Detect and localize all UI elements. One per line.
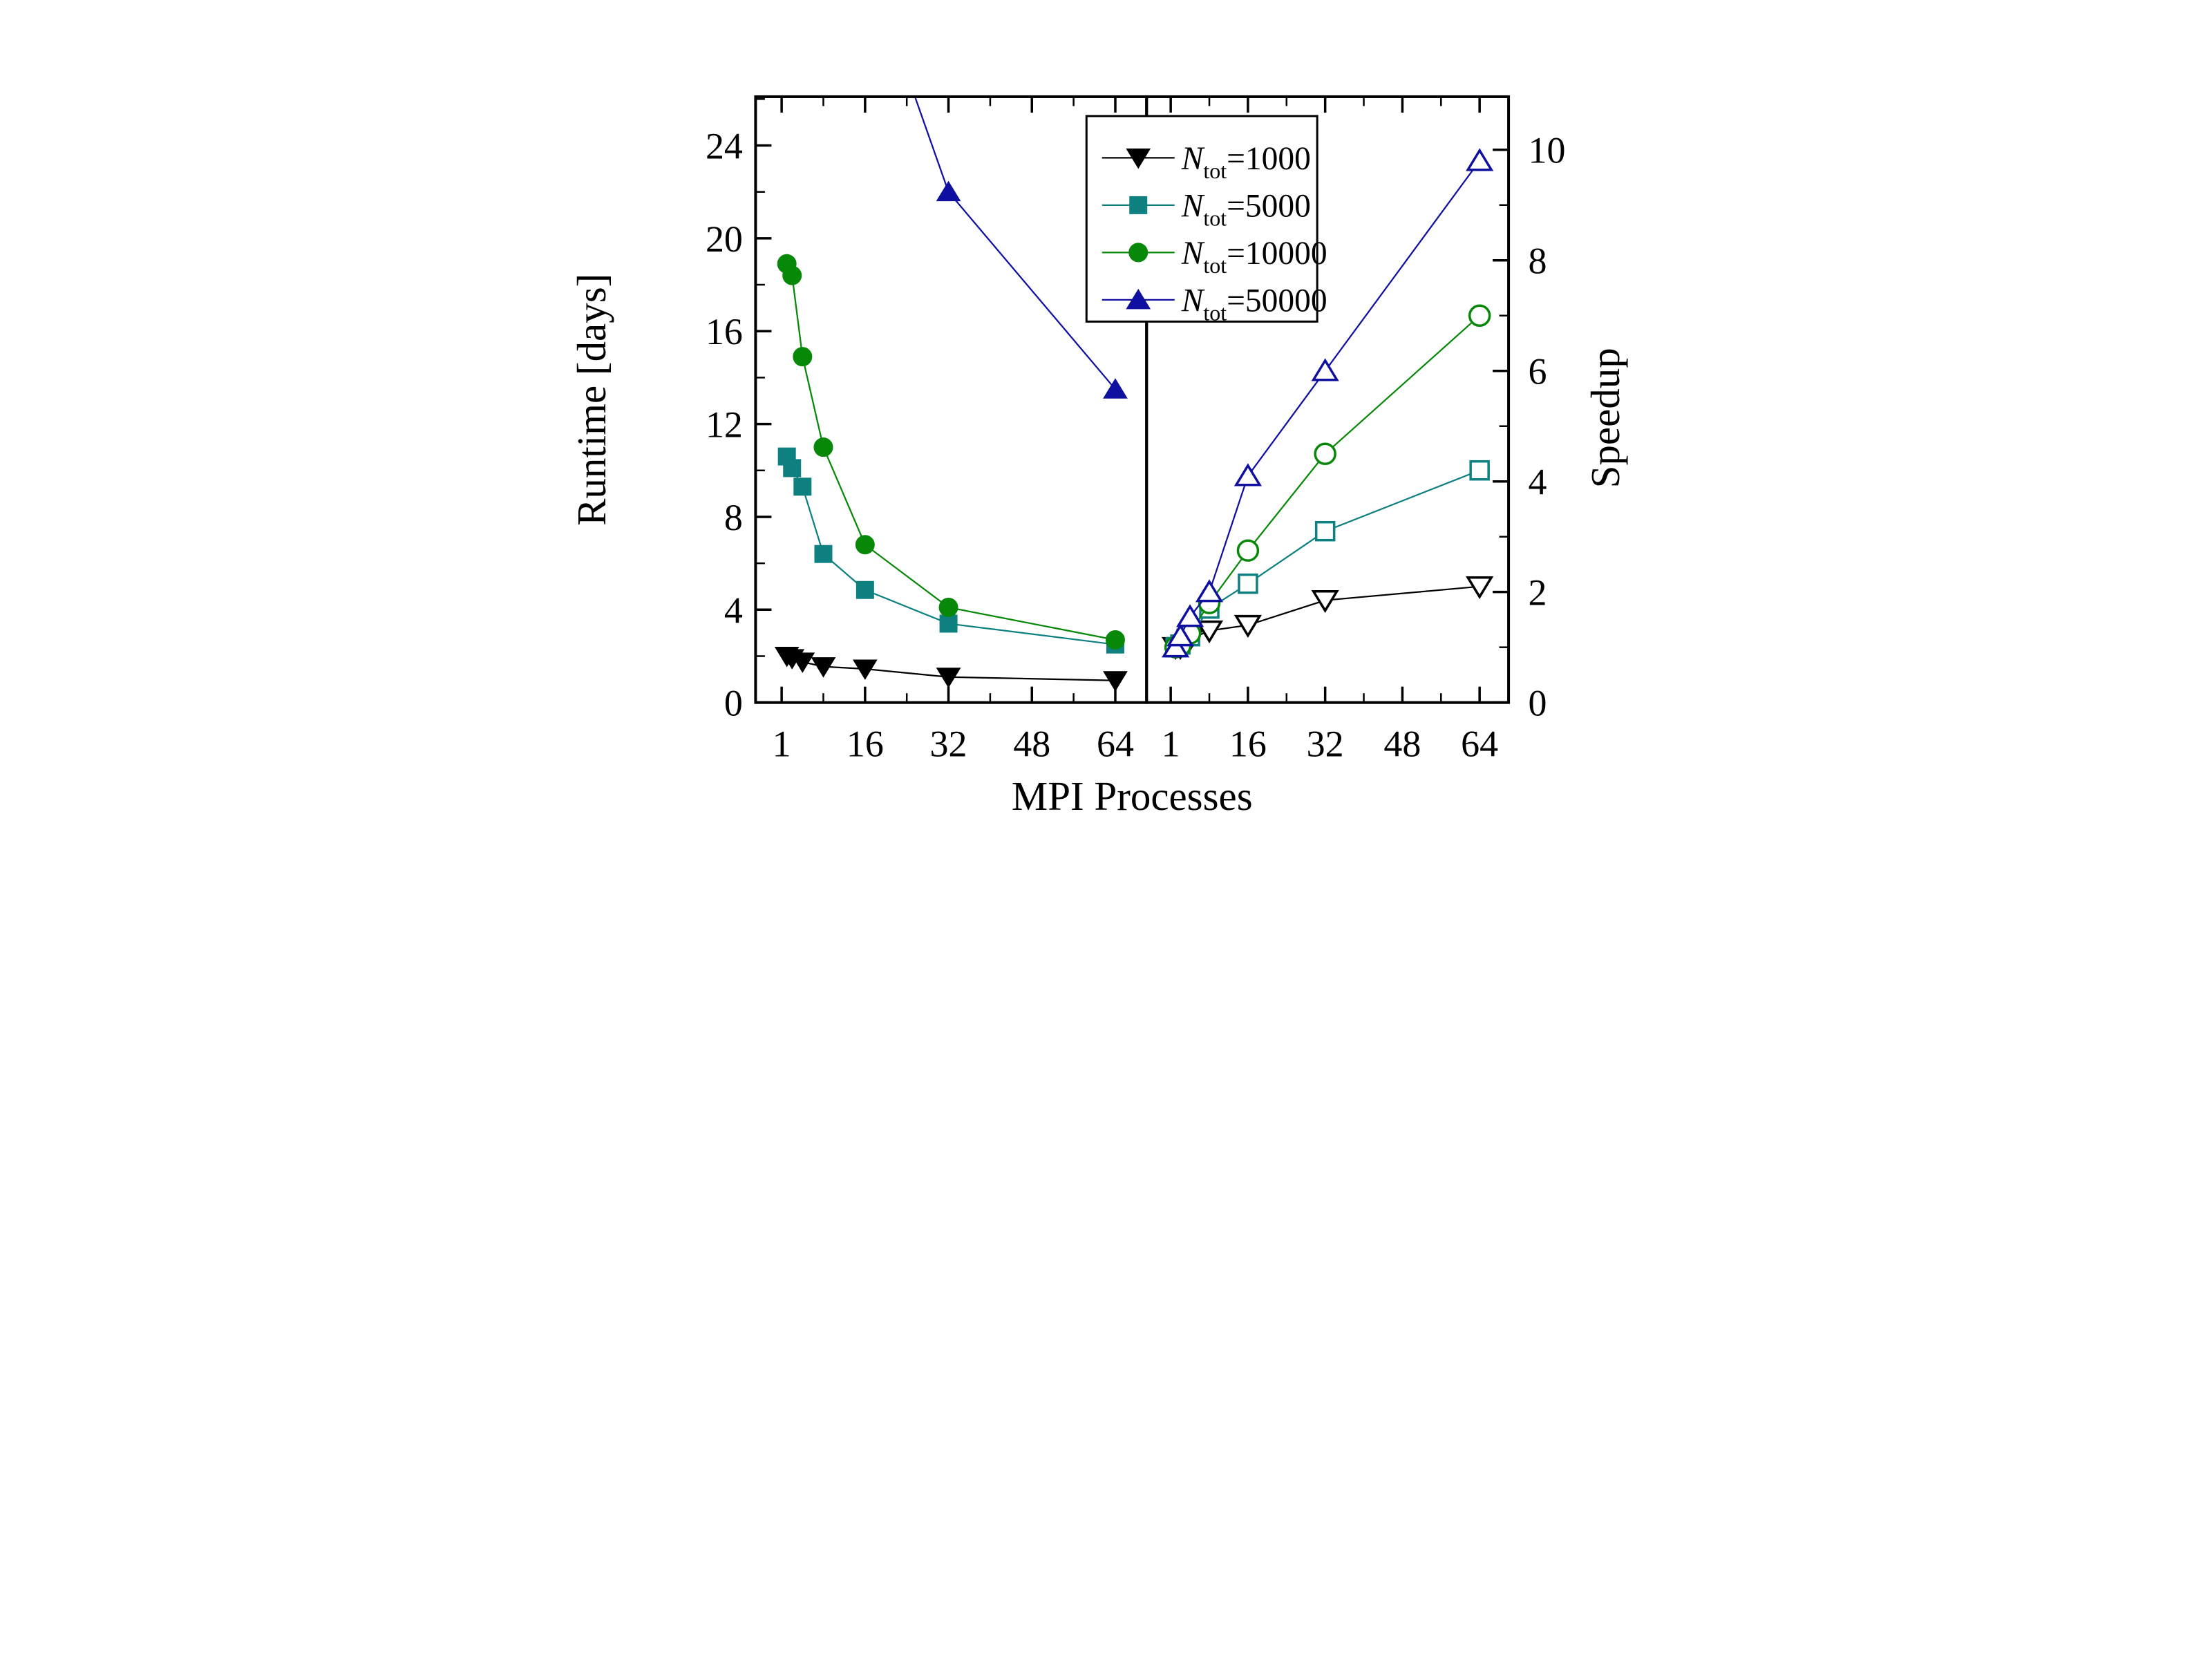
marker-triangle-down-Ntot=1000: [1102, 671, 1128, 692]
marker-triangle-up-Ntot=50000: [1102, 378, 1128, 399]
marker-circle-Ntot=10000: [1236, 539, 1259, 562]
marker-square-Ntot=5000: [856, 580, 874, 599]
legend-label=5000: Ntot=5000: [1180, 188, 1310, 230]
marker-circle-Ntot=10000: [855, 535, 875, 555]
y-tick-label-runtime-12: 12: [705, 404, 742, 446]
marker-triangle-down-Ntot=1000: [1233, 614, 1262, 639]
marker-triangle-up-Ntot=50000: [1311, 358, 1339, 381]
marker-square-Ntot=5000: [813, 545, 832, 563]
marker-square-Ntot=5000: [1237, 573, 1258, 594]
y-tick-label-runtime-4: 4: [724, 589, 742, 631]
x-tick-label-right-48: 48: [1383, 724, 1421, 765]
legend-marker-circle: [1128, 243, 1148, 263]
right-panel-frame: [1144, 95, 1510, 704]
marker-triangle-down-Ntot=1000: [852, 659, 878, 680]
marker-triangle-up-Ntot=50000: [1161, 634, 1189, 658]
marker-triangle-up-Ntot=50000: [1233, 463, 1262, 486]
marker-circle-Ntot=10000: [1105, 630, 1125, 650]
x-tick-label-left-64: 64: [1096, 724, 1133, 765]
marker-circle-Ntot=10000: [1468, 304, 1491, 327]
marker-triangle-up-Ntot=50000: [936, 180, 961, 202]
x-tick-label-left-32: 32: [929, 724, 967, 765]
marker-circle-Ntot=10000: [792, 347, 812, 367]
marker-circle-Ntot=10000: [813, 437, 833, 457]
legend-label=1000: Ntot=1000: [1180, 141, 1310, 183]
x-tick-label-left-48: 48: [1013, 724, 1050, 765]
dual-panel-chart: 1 1 16 16 32 32 48 48 64 64 0 4 8 12 16 20 24 0 2 4 6 8 10 Runt…: [553, 0, 1659, 832]
x-tick-label-right-16: 16: [1229, 724, 1266, 765]
marker-square-Ntot=5000: [1314, 520, 1335, 542]
marker-triangle-down-Ntot=1000: [1311, 589, 1339, 614]
y-axis-title-speedup: Speedup: [1582, 348, 1628, 488]
marker-triangle-down-Ntot=1000: [811, 657, 835, 678]
marker-square-Ntot=5000: [1468, 460, 1490, 481]
x-tick-label-left-16: 16: [846, 724, 883, 765]
y-tick-label-runtime-20: 20: [705, 218, 742, 260]
x-tick-label-right-64: 64: [1461, 724, 1498, 765]
y-tick-label-speedup-4: 4: [1528, 462, 1547, 503]
marker-circle-Ntot=10000: [1313, 442, 1336, 465]
marker-triangle-up-Ntot=50000: [1175, 604, 1204, 627]
legend-label=50000: Ntot=50000: [1180, 283, 1327, 325]
y-tick-label-speedup-0: 0: [1528, 683, 1547, 724]
x-tick-label-left-1: 1: [772, 724, 791, 765]
x-axis-title: MPI Processes: [1011, 773, 1252, 819]
marker-triangle-up-Ntot=50000: [1195, 579, 1223, 603]
marker-square-Ntot=5000: [793, 478, 811, 496]
legend-marker-triangle-up: [1125, 288, 1151, 310]
y-tick-label-speedup-2: 2: [1528, 572, 1547, 614]
y-tick-label-runtime-24: 24: [705, 125, 742, 167]
marker-circle-Ntot=10000: [938, 597, 958, 617]
speedup-panel-series: [1161, 148, 1493, 661]
y-tick-label-speedup-6: 6: [1528, 351, 1547, 393]
legend-marker-square: [1128, 196, 1147, 214]
legend-marker-triangle-down: [1125, 148, 1151, 169]
y-tick-label-runtime-8: 8: [724, 497, 742, 538]
y-tick-label-speedup-8: 8: [1528, 240, 1547, 282]
y-tick-label-runtime-0: 0: [724, 683, 742, 724]
x-tick-label-right-1: 1: [1161, 724, 1180, 765]
legend-label=10000: Ntot=10000: [1180, 236, 1327, 278]
marker-triangle-down-Ntot=1000: [789, 652, 815, 673]
x-tick-label-right-32: 32: [1306, 724, 1343, 765]
y-tick-label-speedup-10: 10: [1528, 130, 1565, 171]
marker-triangle-down-Ntot=1000: [1465, 576, 1493, 600]
marker-triangle-up-Ntot=50000: [1465, 148, 1493, 171]
legend-box: [1085, 115, 1318, 323]
runtime-panel-series: [774, 96, 1128, 692]
marker-triangle-up-Ntot=50000: [1166, 623, 1194, 647]
marker-square-Ntot=5000: [939, 614, 958, 633]
y-axis-title-runtime: Runtime [days]: [568, 274, 614, 526]
marker-square-Ntot=5000: [782, 459, 801, 478]
y-tick-label-runtime-16: 16: [705, 311, 742, 352]
marker-triangle-down-Ntot=1000: [936, 668, 961, 688]
marker-circle-Ntot=10000: [782, 265, 802, 285]
